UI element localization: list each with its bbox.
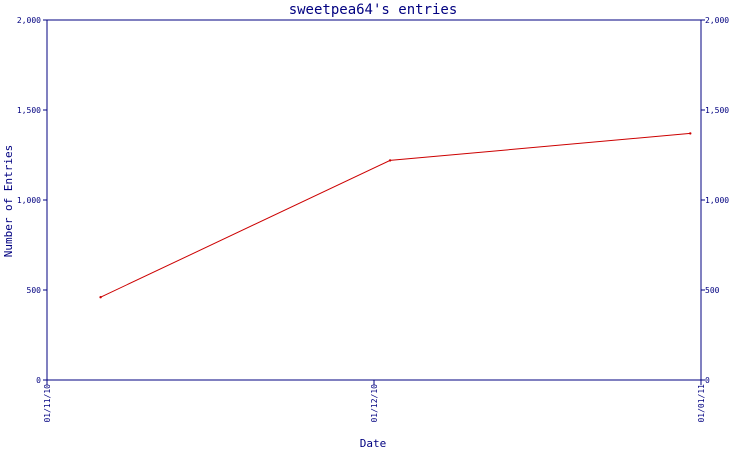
y-tick-label-right: 0: [705, 376, 710, 385]
x-tick-label: 01/01/11: [697, 384, 706, 423]
data-point: [388, 159, 392, 162]
y-tick-label-left: 2,000: [17, 16, 41, 25]
x-axis-label: Date: [360, 437, 387, 450]
y-tick-label-left: 1,500: [17, 106, 41, 115]
plot-area: [99, 132, 692, 299]
entries-series-line: [100, 132, 691, 298]
y-tick-label-left: 500: [27, 286, 42, 295]
y-tick-label-left: 0: [36, 376, 41, 385]
y-tick-label-right: 1,500: [705, 106, 729, 115]
x-tick-label: 01/12/10: [370, 384, 379, 423]
axes: [43, 19, 705, 385]
y-tick-label-right: 500: [705, 286, 720, 295]
y-tick-label-right: 2,000: [705, 16, 729, 25]
x-tick-label: 01/11/10: [43, 384, 52, 423]
y-tick-label-right: 1,000: [705, 196, 729, 205]
y-axis-label: Number of Entries: [2, 145, 15, 258]
tick-labels: 0 0 500 500 1,000 1,000 1,500 1,500 2,000 2,000 01…: [17, 16, 729, 423]
data-point: [689, 132, 692, 135]
y-tick-label-left: 1,000: [17, 196, 41, 205]
chart-title: sweetpea64's entries: [289, 2, 458, 18]
data-point: [99, 296, 102, 299]
